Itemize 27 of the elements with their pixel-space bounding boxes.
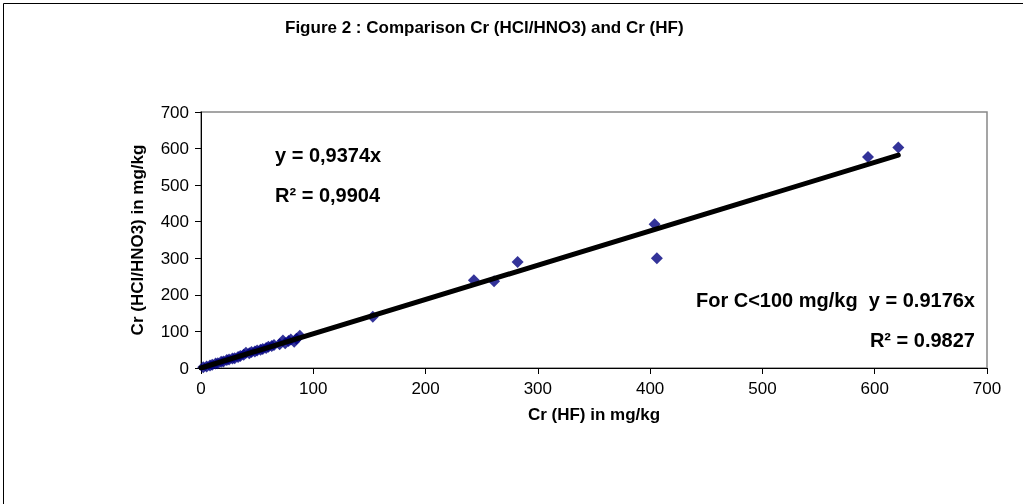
- point: [650, 252, 663, 265]
- x-tick-label: 700: [972, 379, 1002, 398]
- x-tick-label: 0: [196, 379, 206, 398]
- y-tick-label: 700: [160, 102, 189, 122]
- x-tick-label: 200: [411, 379, 440, 398]
- annotation: R² = 0.9827: [869, 329, 975, 351]
- point: [892, 141, 905, 154]
- annotation: For C<100 mg/kg y = 0.9176x: [695, 289, 975, 311]
- point: [511, 255, 524, 268]
- y-tick-label: 600: [160, 139, 189, 159]
- x-tick-label: 100: [299, 379, 328, 398]
- y-tick-label: 200: [160, 285, 189, 305]
- y-tick-label: 100: [160, 321, 189, 341]
- y-tick-label: 300: [160, 248, 189, 268]
- x-tick-label: 500: [748, 379, 777, 398]
- point: [861, 150, 874, 163]
- x-axis-title: Cr (HF) in mg/kg: [527, 405, 661, 424]
- chart-title: Figure 2 : Comparison Cr (HCl/HNO3) and Cr (HF): [285, 18, 684, 37]
- x-tick-label: 300: [523, 379, 553, 398]
- y-tick-label: 0: [179, 358, 189, 378]
- x-tick-label: 600: [860, 379, 889, 398]
- y-tick-label: 400: [160, 212, 189, 232]
- x-tick-label: 400: [635, 379, 665, 398]
- annotation: y = 0,9374x: [275, 144, 382, 166]
- annotation: R² = 0,9904: [275, 184, 381, 206]
- y-tick-label: 500: [160, 175, 189, 195]
- y-axis-title: Cr (HCl/HNO3) in mg/kg: [128, 144, 147, 336]
